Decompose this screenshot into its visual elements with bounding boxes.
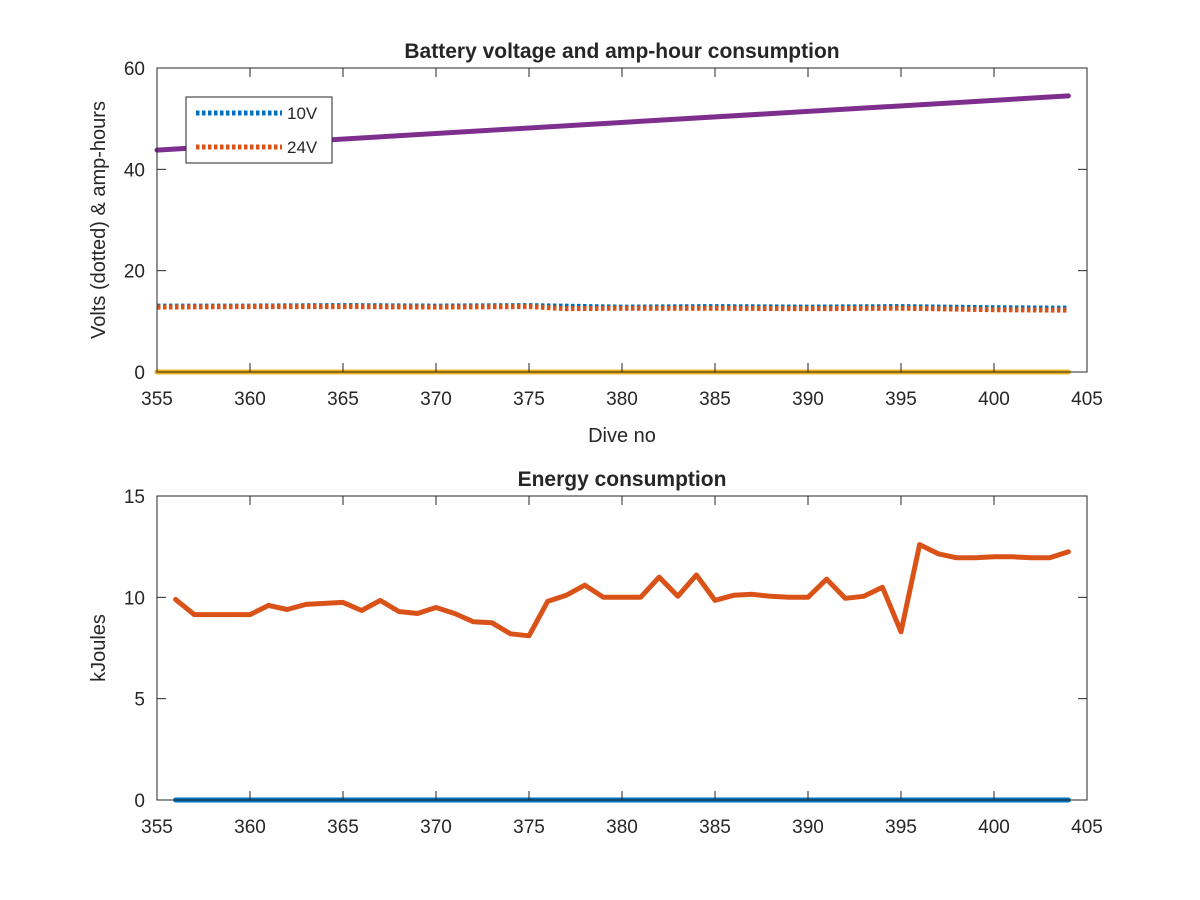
x-tick-label: 370	[420, 389, 452, 410]
x-tick-label: 385	[699, 817, 731, 838]
y-axis-label: kJoules	[88, 614, 110, 682]
axes-box	[156, 495, 1088, 801]
y-tick-label: 60	[124, 59, 145, 80]
legend-label-24v: 24V	[287, 138, 318, 157]
series-line-series-1	[173, 542, 1071, 639]
y-tick-label: 5	[134, 690, 145, 711]
series-line-24v	[156, 304, 1069, 313]
x-axis-label: Dive no	[588, 425, 656, 447]
y-tick-label: 10	[124, 588, 145, 609]
x-tick-label: 395	[885, 817, 917, 838]
x-tick-label: 365	[327, 817, 359, 838]
x-tick-label: 405	[1071, 389, 1103, 410]
x-tick-label: 380	[606, 817, 638, 838]
x-tick-label: 390	[792, 389, 824, 410]
x-tick-label: 400	[978, 817, 1010, 838]
chart-title: Energy consumption	[518, 468, 727, 491]
x-tick-label: 395	[885, 389, 917, 410]
x-tick-label: 360	[234, 389, 266, 410]
legend-label-10v: 10V	[287, 104, 318, 123]
x-tick-label: 375	[513, 389, 545, 410]
y-tick-label: 40	[124, 160, 145, 181]
x-tick-label: 370	[420, 817, 452, 838]
y-axis-label: Volts (dotted) & amp-hours	[88, 101, 110, 339]
y-tick-label: 20	[124, 262, 145, 283]
x-tick-label: 385	[699, 389, 731, 410]
x-tick-label: 360	[234, 817, 266, 838]
legend: 10V 24V	[185, 96, 333, 164]
chart1: 355 360 365 370 375 380 385 390 395 400 405 0 20 40 60…	[88, 40, 1103, 447]
y-tick-label: 0	[134, 791, 145, 812]
chart-title: Battery voltage and amp-hour consumption	[404, 40, 839, 63]
y-tick-label: 15	[124, 487, 145, 508]
chart2: 355 360 365 370 375 380 385 390 395 400 405 0 5 10 15 E…	[88, 468, 1103, 838]
x-tick-label: 405	[1071, 817, 1103, 838]
x-tick-label: 375	[513, 817, 545, 838]
y-tick-label: 0	[134, 363, 145, 384]
x-tick-label: 365	[327, 389, 359, 410]
x-tick-label: 355	[141, 817, 173, 838]
x-tick-label: 400	[978, 389, 1010, 410]
legend-box	[185, 96, 333, 164]
x-tick-label: 355	[141, 389, 173, 410]
x-tick-label: 380	[606, 389, 638, 410]
x-tick-label: 390	[792, 817, 824, 838]
